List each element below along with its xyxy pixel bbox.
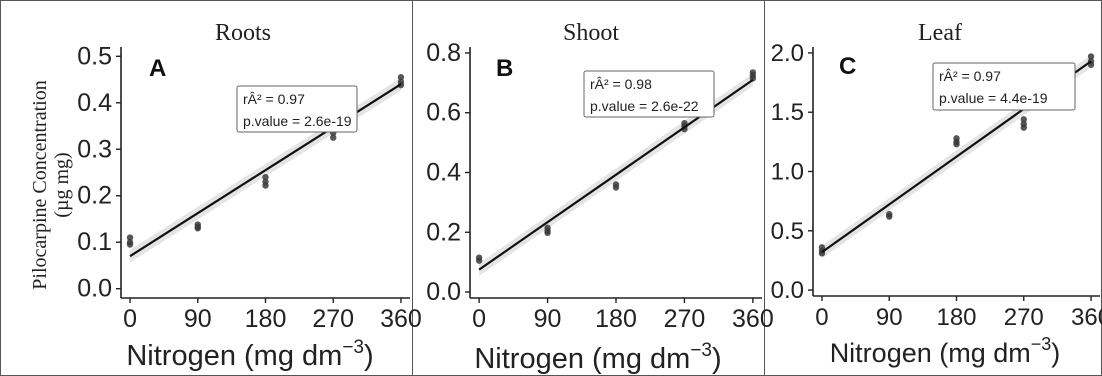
x-tick-label: 360 — [380, 305, 422, 333]
x-tick-label: 360 — [732, 305, 774, 333]
y-tick-label: 0.0 — [771, 277, 804, 304]
stats-pvalue: p.value = 2.6e-19 — [243, 113, 352, 129]
y-tick-label: 1.0 — [771, 159, 804, 186]
panel-title: Roots — [215, 20, 271, 46]
y-tick-label: 0.4 — [426, 159, 461, 187]
data-point — [126, 241, 134, 248]
stats-r2: rÂ² = 0.98 — [590, 76, 652, 92]
x-tick-label: 360 — [1071, 304, 1102, 331]
x-tick-label: 0 — [815, 304, 828, 331]
x-tick-label: 90 — [184, 305, 212, 333]
x-tick-label: 0 — [123, 305, 137, 333]
y-tick-label: 0.2 — [77, 182, 112, 210]
x-tick-label: 90 — [876, 304, 903, 331]
data-point — [953, 141, 960, 148]
y-tick-label: 0.0 — [77, 275, 112, 303]
data-point — [1087, 53, 1095, 60]
stats-box — [236, 85, 358, 133]
stats-r2: rÂ² = 0.97 — [939, 68, 1001, 84]
y-tick-label: 0.4 — [77, 89, 112, 117]
y-tick-label: 0.5 — [771, 218, 804, 245]
y-tick-label: 0.6 — [426, 99, 461, 127]
panel-roots: Roots A 0.0 0.1 0.2 0.3 0.4 0.5 0 90 180 270 360 rÂ² … — [77, 20, 422, 372]
data-point — [126, 234, 134, 241]
y-tick-label: 0.1 — [77, 228, 112, 256]
panel-shoot: Shoot B 0.0 0.2 0.4 0.6 0.8 0 90 180 270 360 rÂ² = 0… — [426, 20, 774, 375]
y-tick-label: 1.5 — [771, 99, 804, 126]
y-axis-label-line1: Pilocarpine Concentration — [29, 80, 51, 289]
data-point — [1020, 116, 1027, 123]
stats-r2: rÂ² = 0.97 — [243, 91, 305, 107]
data-point — [397, 74, 405, 81]
x-tick-label: 180 — [595, 305, 637, 333]
y-tick-label: 0.8 — [426, 39, 461, 67]
stats-pvalue: p.value = 2.6e-22 — [590, 98, 699, 114]
x-tick-label: 270 — [1004, 304, 1044, 331]
panel-leaf: Leaf C 0.0 0.5 1.0 1.5 2.0 0 90 180 270 360 rÂ² = 0.… — [771, 20, 1102, 368]
y-tick-label: 0.2 — [426, 218, 461, 246]
panel-letter: B — [496, 55, 513, 82]
y-tick-label: 0.3 — [77, 135, 112, 163]
x-tick-label: 180 — [936, 304, 976, 331]
stats-box — [583, 70, 715, 118]
x-axis-label: Nitrogen (mg dm−3) — [474, 340, 721, 375]
y-axis-label-line2: (µg mg) — [51, 152, 73, 217]
data-point — [194, 225, 201, 232]
x-axis-label: Nitrogen (mg dm−3) — [830, 334, 1061, 368]
x-tick-label: 90 — [534, 305, 562, 333]
x-tick-label: 270 — [312, 305, 354, 333]
x-tick-label: 270 — [664, 305, 706, 333]
data-point — [612, 184, 620, 191]
x-tick-label: 180 — [245, 305, 287, 333]
data-point — [544, 229, 551, 237]
y-tick-label: 0.5 — [77, 42, 112, 70]
data-point — [262, 173, 269, 181]
data-point — [262, 182, 269, 189]
y-tick-label: 2.0 — [771, 40, 804, 67]
stats-box — [932, 62, 1076, 111]
panel-letter: C — [839, 53, 856, 80]
x-tick-label: 0 — [472, 305, 486, 333]
data-point — [1020, 124, 1027, 131]
panel-letter: A — [149, 55, 166, 82]
x-axis-label: Nitrogen (mg dm−3) — [126, 337, 373, 372]
data-point — [330, 134, 337, 141]
y-tick-label: 0.0 — [426, 278, 461, 306]
data-point — [886, 213, 893, 220]
stats-pvalue: p.value = 4.4e-19 — [939, 90, 1048, 106]
panel-title: Shoot — [563, 20, 619, 46]
panel-title: Leaf — [918, 20, 962, 46]
data-point — [475, 257, 483, 264]
